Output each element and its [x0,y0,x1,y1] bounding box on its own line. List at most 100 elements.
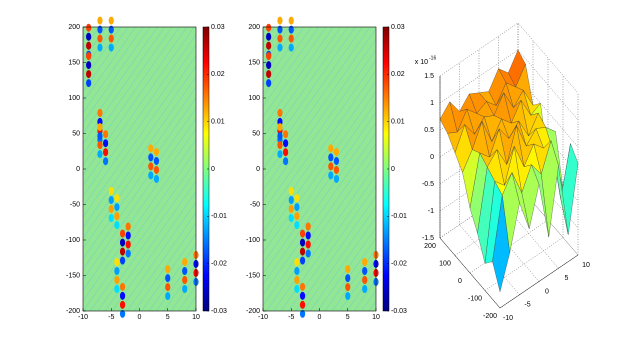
wave-lobe [108,196,114,204]
wave-lobe [328,171,334,180]
grid-line [439,22,519,77]
y-tick-label: 200 [248,24,260,31]
y-tick-label: 50 [72,130,80,137]
wave-lobe [125,222,131,231]
x-tick-label: -10 [503,315,513,322]
wave-lobe [294,267,300,275]
wave-packet [288,187,294,222]
wave-lobe [125,249,131,258]
wave-lobe [97,34,103,43]
wave-lobe [114,258,120,266]
x-tick-label: 10 [192,314,200,321]
grid-line [439,103,519,158]
wave-lobe [182,285,188,293]
y-tick-label: 200 [424,243,436,250]
grid-line [439,157,519,212]
colorbar-tick-label: 0.01 [391,119,405,126]
wave-lobe [288,196,294,204]
wave-lobe [153,156,160,165]
wave-lobe [288,16,294,25]
wave-lobe [294,276,300,284]
wave-lobe [86,52,92,61]
wave-lobe [114,267,120,275]
wave-lobe [362,258,368,266]
wave-lobe [294,258,300,266]
wave-packet [86,52,92,88]
wave-lobe [277,150,283,159]
wave-lobe [119,229,126,238]
wave-packet [266,52,272,88]
wave-lobe [108,16,114,25]
wave-lobe [97,123,103,132]
wave-lobe [299,309,306,318]
y-tick-label: -200 [246,308,260,315]
wave-lobe [108,187,114,195]
wave-packet [97,16,103,52]
grid-line [517,49,579,121]
wave-lobe [108,34,114,43]
wave-packet [294,258,300,293]
surface-patch [560,143,579,235]
grid-line [459,224,520,295]
colorbar-tick-label: -0.02 [391,261,407,268]
y-tick-label: 150 [248,59,260,66]
wave-lobe [294,194,300,203]
wave-lobe [277,141,283,150]
wave-lobe [108,205,114,213]
wave-lobe [125,231,131,240]
y-tick-label: 150 [68,59,80,66]
wave-packet [345,265,351,301]
wave-lobe [97,150,103,159]
wave-lobe [125,240,131,249]
wave-packet [97,123,103,159]
y-tick-label: -100 [66,237,80,244]
z-tick-label: 0 [430,154,434,161]
wave-lobe [119,247,126,256]
wave-lobe [103,148,109,157]
grid-line [517,22,579,94]
wave-lobe [333,147,340,156]
wave-packet [182,258,188,293]
y-tick-label: 100 [68,95,80,102]
x-tick-label: 0 [545,288,549,295]
z-tick-label: 0.5 [424,127,434,134]
grid-line [517,184,579,256]
wave-lobe [277,16,283,25]
grid-line [439,184,519,239]
wave-lobe [153,165,160,174]
wave-lobe [345,292,351,301]
wave-lobe [333,156,340,165]
wave-lobe [299,282,306,291]
wave-lobe [299,247,306,256]
wave-lobe [283,139,289,148]
wave-lobe [266,23,272,32]
wave-lobe [283,130,289,139]
z-tick-label: -0.5 [422,181,434,188]
colorbar-tick-label: -0.03 [391,308,407,315]
wave-packet [305,222,311,258]
axis-line [499,254,579,309]
z-tick-label: 1.5 [424,73,434,80]
wave-packet [333,147,340,183]
colorbar-tick-label: 0.01 [211,119,225,126]
wave-lobe [86,32,92,41]
wave-lobe [119,282,126,291]
wave-lobe [299,238,306,247]
wave-packet [103,130,109,166]
wave-lobe [114,285,120,293]
colorbar-tick-label: 0.02 [391,71,405,78]
wave-packet [283,130,289,166]
wave-packet [114,194,120,230]
colorbar-tick-label: 0.03 [211,24,225,31]
wave-packet [119,282,126,318]
wave-lobe [277,108,283,117]
wave-lobe [277,123,283,132]
wave-lobe [108,43,114,52]
wave-lobe [114,276,120,284]
z-tick-label: -1 [428,208,434,215]
y-tick-label: 100 [248,95,260,102]
wave-lobe [119,291,126,300]
wave-lobe [165,283,171,292]
wave-lobe [288,34,294,43]
